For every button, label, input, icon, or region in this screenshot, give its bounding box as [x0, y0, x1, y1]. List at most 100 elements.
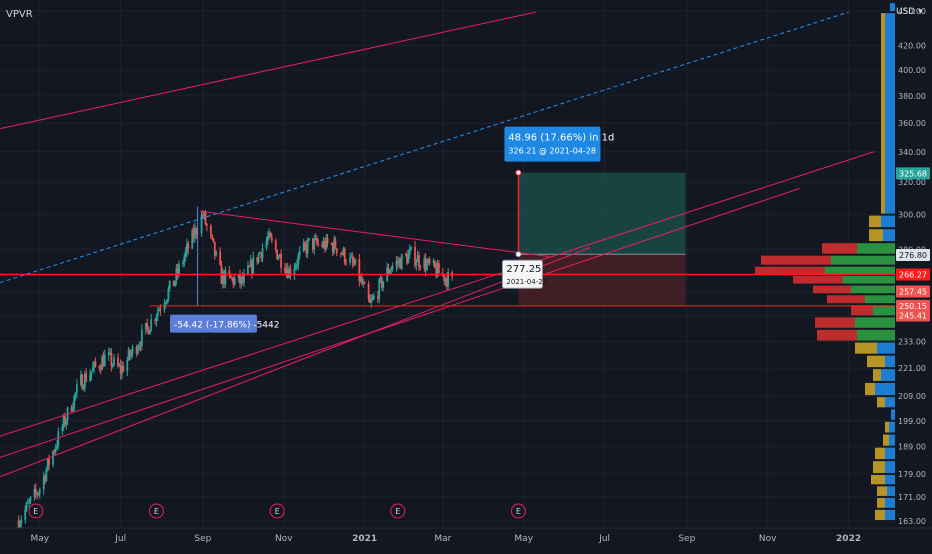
time-tick-label: May: [514, 534, 533, 544]
candle-body: [268, 232, 271, 237]
candle-body: [42, 475, 45, 490]
projection: 48.96 (17.66%) in 1d 326.21 @ 2021-04-28 2…: [501, 126, 614, 289]
earnings-marker-label: E: [154, 507, 159, 516]
candle-body: [315, 237, 318, 244]
candle-body: [286, 268, 289, 278]
price-tick-label: 400.00: [898, 66, 926, 75]
candle-body: [52, 451, 54, 465]
candle-body: [391, 265, 394, 270]
candle-body: [276, 249, 279, 260]
candle-body: [223, 271, 225, 285]
volume-bar-gold: [873, 461, 885, 473]
volume-bar-blue: [891, 409, 895, 420]
volume-bar-gold: [875, 509, 885, 520]
price-tick-label: 300.00: [898, 211, 926, 220]
price-label-text: 257.45: [899, 287, 927, 296]
candle-body: [387, 267, 390, 274]
candle-body: [297, 255, 300, 265]
candle-body: [325, 237, 328, 250]
candle-body: [56, 445, 58, 448]
volume-bar-gold: [865, 382, 875, 396]
candle-body: [213, 241, 216, 256]
candle-body: [350, 256, 353, 258]
candle-body: [424, 258, 427, 271]
measure-box: [170, 314, 257, 333]
volume-bar-blue: [881, 215, 895, 228]
candle-body: [418, 255, 420, 267]
candle-body: [48, 458, 50, 465]
candle-body: [349, 257, 351, 263]
candle-body: [435, 267, 438, 277]
candle-body: [395, 261, 398, 266]
price-tick-label: 179.00: [898, 470, 926, 479]
candle-body: [363, 282, 366, 284]
candle-body: [110, 352, 113, 367]
candle-body: [159, 309, 162, 311]
price-tick-label: 199.00: [898, 417, 926, 426]
volume-bar-blue: [885, 13, 895, 214]
candle-body: [46, 458, 49, 470]
candle-body: [90, 371, 93, 375]
volume-bar-up: [851, 285, 895, 294]
volume-bar-blue: [889, 434, 895, 446]
candle-body: [166, 299, 168, 303]
currency-label[interactable]: USD ▾: [896, 7, 923, 17]
price-label-text: 250.15: [899, 302, 927, 311]
candle-body: [443, 274, 446, 282]
candle-body: [444, 278, 447, 282]
volume-bar-blue: [875, 382, 895, 396]
candle-body: [61, 426, 64, 432]
price-label-text: 325.68: [899, 169, 927, 178]
candle-body: [150, 319, 153, 331]
candle-body: [126, 359, 129, 372]
candle-body: [17, 521, 20, 530]
candle-body: [99, 368, 102, 370]
candle-body: [313, 238, 316, 250]
candle-body: [203, 212, 206, 216]
price-axis[interactable]: [895, 0, 932, 528]
candle-body: [155, 316, 158, 321]
candle-body: [121, 365, 123, 374]
volume-bar-blue: [885, 397, 895, 408]
candle-body: [109, 352, 111, 354]
candle-body: [380, 277, 383, 288]
candle-body: [139, 345, 142, 347]
projection-tooltip: [504, 126, 601, 162]
volume-bar-gold: [883, 434, 889, 446]
projection-label: 48.96 (17.66%) in 1d: [508, 133, 614, 144]
candle-body: [261, 248, 264, 258]
candle-body: [382, 281, 385, 288]
candle-body: [323, 241, 326, 250]
price-label-badge: [896, 167, 930, 180]
candle-body: [107, 352, 110, 355]
candle-body: [423, 258, 426, 268]
candle-body: [317, 243, 320, 245]
candle-body: [231, 277, 233, 279]
earnings-marker: [148, 503, 164, 519]
candle-body: [294, 265, 297, 269]
candle-body: [285, 268, 288, 274]
price-label-text: 266.27: [899, 271, 927, 280]
candle-body: [168, 280, 171, 289]
volume-bar-blue: [885, 474, 895, 485]
candle-body: [351, 256, 354, 263]
volume-bar-blue: [881, 369, 895, 381]
ticker-label: VPVR: [6, 9, 33, 20]
volume-bar-up: [855, 317, 895, 328]
candle-body: [266, 236, 269, 241]
volume-bar-up: [843, 276, 895, 284]
volume-bar-gold: [855, 342, 877, 354]
time-tick-label: May: [30, 534, 49, 544]
price-tick-label: 171.00: [898, 493, 926, 502]
candle-body: [219, 251, 222, 265]
candle-body: [91, 367, 94, 372]
time-axis[interactable]: [0, 528, 932, 550]
earnings-marker-label: E: [516, 507, 521, 516]
entry-tooltip: [501, 259, 543, 289]
candle-body: [249, 260, 252, 267]
volume-bar-blue: [877, 342, 895, 354]
price-tick-label: 420.00: [898, 42, 926, 51]
entry-point: [515, 251, 522, 258]
